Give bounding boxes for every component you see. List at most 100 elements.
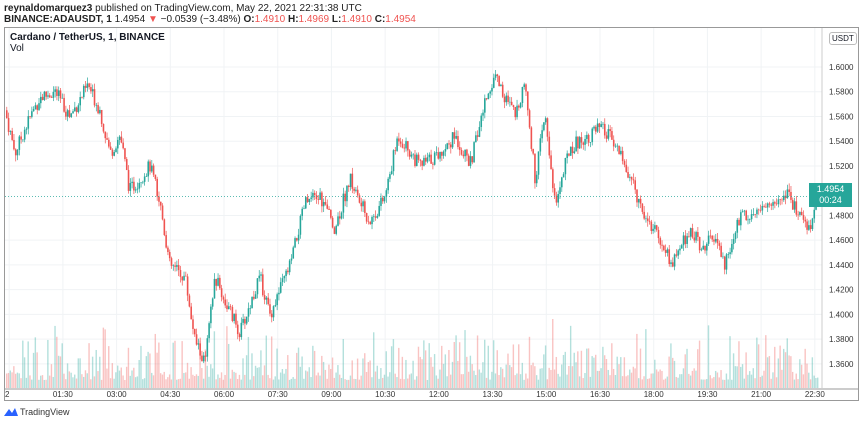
volume-bar <box>235 372 237 388</box>
candle-body <box>373 216 375 218</box>
volume-bar <box>25 377 28 388</box>
volume-bar <box>43 379 45 388</box>
candle-body <box>505 95 508 103</box>
volume-bar <box>761 375 763 388</box>
volume-bar <box>419 356 421 388</box>
candle-body <box>5 110 8 119</box>
candle-body <box>364 201 366 214</box>
volume-bar <box>709 375 712 388</box>
candle-body <box>732 239 735 244</box>
volume-bar <box>270 336 273 388</box>
candle-body <box>707 235 710 244</box>
candle-body <box>534 153 536 184</box>
candle-body <box>736 219 739 233</box>
volume-bar <box>736 366 738 388</box>
volume-bar <box>260 350 262 388</box>
volume-bar <box>56 336 58 388</box>
candle-body <box>152 165 155 175</box>
volume-bar <box>591 356 593 388</box>
candle-body <box>407 141 409 151</box>
volume-bar <box>766 357 769 388</box>
x-tick-label: 18:00 <box>644 390 665 399</box>
candle-body <box>793 201 796 210</box>
candle-body <box>79 97 81 106</box>
candle-body <box>607 129 610 139</box>
volume-bar <box>301 356 303 388</box>
candle-body <box>471 156 474 163</box>
volume-bar <box>532 362 534 388</box>
volume-bar <box>18 373 20 388</box>
candle-body <box>145 176 148 177</box>
candle-body <box>729 252 731 255</box>
volume-bar <box>97 371 99 388</box>
y-tick-label: 1.3800 <box>829 335 854 344</box>
volume-bar <box>743 378 746 388</box>
candle-body <box>168 251 171 259</box>
candle-body <box>754 214 756 215</box>
volume-bar <box>360 375 362 388</box>
candle-body <box>722 256 724 258</box>
volume-bar <box>680 374 683 388</box>
volume-bar <box>263 365 266 388</box>
candle-body <box>390 171 393 175</box>
candle-body <box>641 203 644 212</box>
candle-body <box>244 318 246 324</box>
candle-body <box>188 295 191 307</box>
volume-bar <box>722 379 724 388</box>
candle-body <box>399 141 402 144</box>
candle-body <box>104 131 107 139</box>
volume-bar <box>142 379 144 388</box>
volume-bar <box>634 368 636 388</box>
volume-bar <box>36 352 38 388</box>
volume-bar <box>31 379 33 388</box>
volume-bar <box>186 362 189 388</box>
volume-bar <box>346 379 348 388</box>
volume-bar <box>351 360 353 388</box>
candle-body <box>539 138 542 152</box>
candle-body <box>163 219 166 236</box>
volume-bar <box>136 376 139 388</box>
candle-body <box>158 196 160 202</box>
candle-body <box>115 148 117 153</box>
candle-body <box>125 159 128 170</box>
candle-body <box>634 180 637 190</box>
candle-body <box>59 90 62 99</box>
currency-button[interactable]: USDT <box>829 32 857 45</box>
volume-bar <box>603 355 606 388</box>
volume-bar <box>5 373 8 388</box>
volume-bar <box>607 369 609 388</box>
candle-body <box>48 95 51 98</box>
tradingview-logo[interactable]: TradingView <box>4 407 70 417</box>
candle-body <box>783 195 785 201</box>
candle-body <box>643 211 645 219</box>
volume-bar <box>661 370 663 388</box>
volume-bar <box>466 356 468 388</box>
candle-body <box>476 135 479 137</box>
candle-body <box>637 198 640 203</box>
candle-body <box>213 278 216 299</box>
candle-body <box>630 176 633 180</box>
candle-body <box>709 235 712 237</box>
volume-bar <box>795 373 797 388</box>
volume-bar <box>804 348 806 388</box>
x-tick-label: 12:00 <box>429 390 450 399</box>
volume-bar <box>176 379 178 388</box>
volume-bar <box>54 325 56 388</box>
candle-body <box>201 355 203 362</box>
volume-bar <box>405 359 407 388</box>
candle-body <box>788 189 790 192</box>
candle-body <box>84 85 87 88</box>
volume-bar <box>799 359 801 388</box>
volume-bar <box>577 351 579 388</box>
candle-body <box>428 154 431 158</box>
close-label: C: <box>371 14 386 25</box>
volume-bar <box>550 369 552 388</box>
candle-body <box>111 149 114 156</box>
candle-body <box>279 282 282 293</box>
volume-bar <box>140 345 142 388</box>
volume-bar <box>378 378 380 388</box>
volume-bar <box>32 352 35 388</box>
candle-body <box>612 139 615 147</box>
volume-bar <box>396 377 398 388</box>
